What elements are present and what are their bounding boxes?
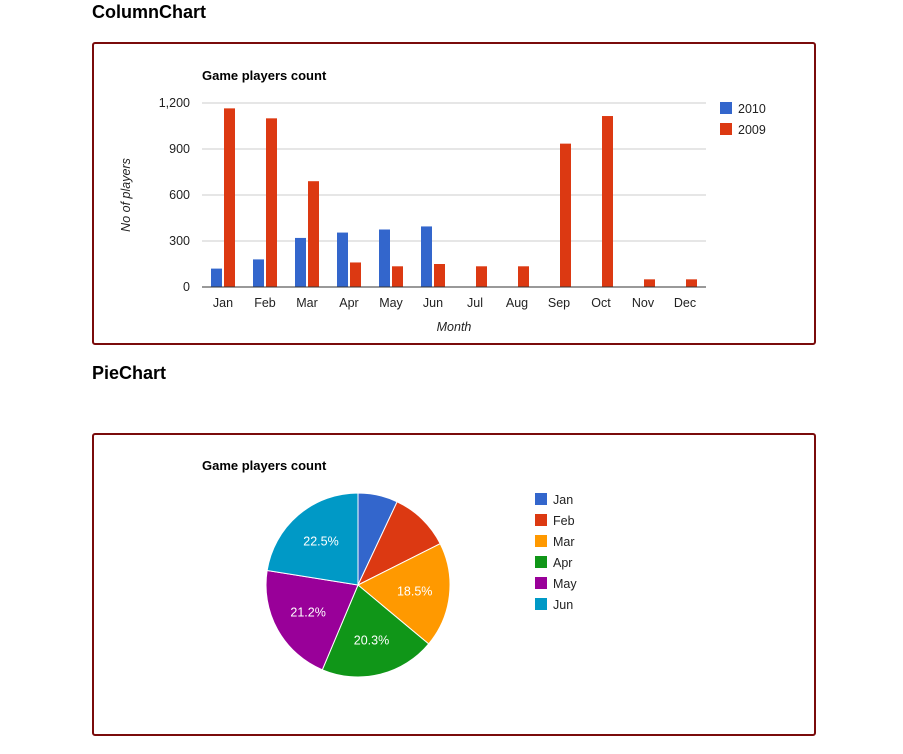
- chart-title: Game players count: [202, 458, 327, 473]
- slice-label: 18.5%: [397, 585, 432, 599]
- legend-label: Feb: [553, 514, 575, 528]
- y-tick-label: 300: [169, 234, 190, 248]
- bar-2009-aug: [518, 266, 529, 287]
- x-axis-title: Month: [437, 320, 472, 334]
- x-tick-label: Oct: [591, 296, 611, 310]
- bar-2009-mar: [308, 181, 319, 287]
- x-tick-label: Jan: [213, 296, 233, 310]
- column-chart-svg: Game players count 0 300 600 900 1,200 Jan Feb M…: [119, 68, 766, 334]
- x-tick-label: Nov: [632, 296, 655, 310]
- legend-swatch-mar: [535, 535, 547, 547]
- legend-label: 2009: [738, 123, 766, 137]
- bar-2009-jun: [434, 264, 445, 287]
- y-tick-label: 600: [169, 188, 190, 202]
- y-axis-title: No of players: [119, 158, 133, 232]
- column-chart-container: Game players count 0 300 600 900 1,200 Jan Feb M…: [92, 42, 816, 345]
- legend-label: May: [553, 577, 577, 591]
- legend-swatch-2009: [720, 123, 732, 135]
- pie-slice-mar: [357, 542, 451, 645]
- bar-2010-mar: [295, 237, 306, 287]
- bar-2009-oct: [602, 116, 613, 288]
- bar-2009-jul: [476, 266, 487, 287]
- legend-swatch-2010: [720, 102, 732, 114]
- slice-label: 20.3%: [354, 633, 389, 647]
- x-tick-label: Aug: [506, 296, 528, 310]
- pie-chart-container: Game players count 18.5% 20.3% 21.2% 22.5% Ja…: [92, 433, 816, 736]
- bar-2009-jan: [224, 108, 235, 287]
- slice-label: 22.5%: [303, 535, 338, 549]
- legend-label: Mar: [553, 535, 575, 549]
- y-tick-label: 0: [183, 280, 190, 294]
- pie-slice-apr: [321, 584, 430, 678]
- x-tick-label: May: [379, 296, 403, 310]
- x-tick-label: Mar: [296, 296, 318, 310]
- bar-2010-jun: [421, 226, 432, 287]
- x-tick-label: Sep: [548, 296, 570, 310]
- pie-chart-heading: PieChart: [92, 363, 167, 383]
- legend-label: 2010: [738, 102, 766, 116]
- legend-label: Jan: [553, 493, 573, 507]
- legend-label: Jun: [553, 598, 573, 612]
- bar-2009-dec: [686, 279, 697, 287]
- x-tick-label: Dec: [674, 296, 696, 310]
- bar-2009-may: [392, 266, 403, 287]
- bar-2009-nov: [644, 279, 655, 287]
- bar-2009-sep: [560, 143, 571, 287]
- bar-2010-apr: [337, 232, 348, 287]
- x-tick-label: Jun: [423, 296, 443, 310]
- column-chart-heading: ColumnChart: [92, 2, 206, 22]
- x-tick-label: Feb: [254, 296, 276, 310]
- bar-2010-may: [379, 229, 390, 287]
- legend-swatch-jun: [535, 598, 547, 610]
- pie-slice-may: [265, 569, 359, 671]
- legend-swatch-apr: [535, 556, 547, 568]
- bar-2010-feb: [253, 259, 264, 287]
- legend-swatch-may: [535, 577, 547, 589]
- legend-label: Apr: [553, 556, 572, 570]
- pie-slice-jun: [266, 492, 359, 586]
- bar-2010-jan: [211, 268, 222, 287]
- pie-chart-svg: Game players count 18.5% 20.3% 21.2% 22.5% Ja…: [202, 458, 577, 678]
- slice-label: 21.2%: [290, 606, 325, 620]
- y-tick-label: 1,200: [159, 96, 190, 110]
- x-tick-label: Apr: [339, 296, 358, 310]
- x-tick-label: Jul: [467, 296, 483, 310]
- legend-swatch-jan: [535, 493, 547, 505]
- chart-title: Game players count: [202, 68, 327, 83]
- y-tick-label: 900: [169, 142, 190, 156]
- legend-swatch-feb: [535, 514, 547, 526]
- bar-2009-apr: [350, 262, 361, 287]
- bar-2009-feb: [266, 118, 277, 287]
